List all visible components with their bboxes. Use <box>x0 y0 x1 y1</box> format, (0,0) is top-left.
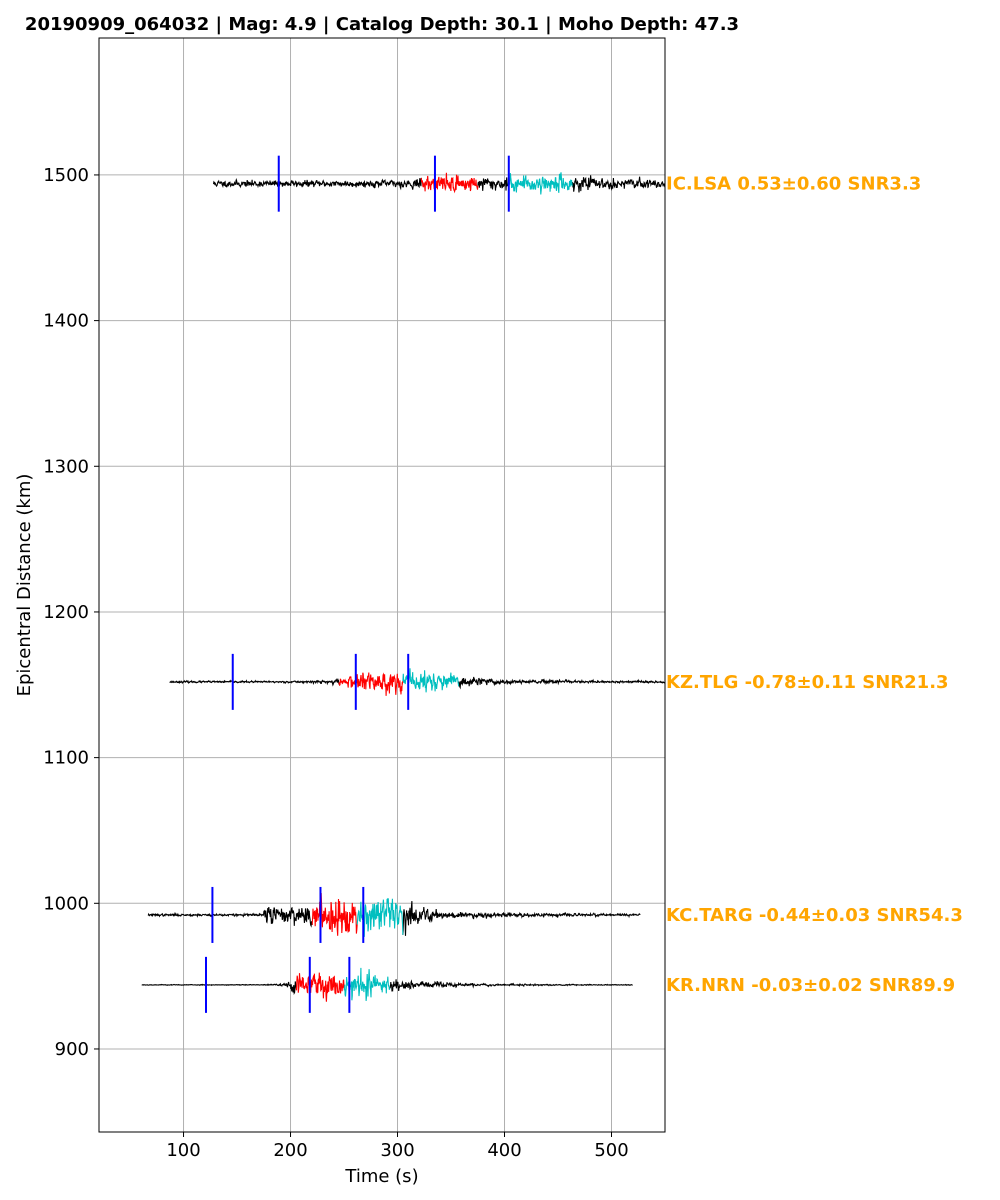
station-label: KZ.TLG -0.78±0.11 SNR21.3 <box>666 672 949 693</box>
y-tick-label: 1400 <box>43 311 89 332</box>
grid-lines <box>99 38 665 1132</box>
x-tick-label: 400 <box>487 1140 521 1161</box>
station-label: KR.NRN -0.03±0.02 SNR89.9 <box>666 975 955 996</box>
trace-kr-nrn-black <box>389 979 633 992</box>
y-axis-label: Epicentral Distance (km) <box>14 474 35 697</box>
trace-kc-targ-black <box>402 901 641 936</box>
station-label: KC.TARG -0.44±0.03 SNR54.3 <box>666 905 963 926</box>
y-tick-label: 900 <box>55 1039 89 1060</box>
waveform-traces <box>141 155 666 1013</box>
y-tick-label: 1500 <box>43 165 89 186</box>
y-tick-label: 1100 <box>43 748 89 769</box>
station-labels: IC.LSA 0.53±0.60 SNR3.3 KZ.TLG -0.78±0.11… <box>666 174 963 996</box>
trace-kc-targ-red <box>311 892 358 936</box>
y-tick-label: 1300 <box>43 456 89 477</box>
trace-ic-lsa-red <box>420 172 479 197</box>
trace-kr-nrn-red <box>295 972 345 1002</box>
chart-title: 20190909_064032 | Mag: 4.9 | Catalog Dep… <box>25 14 739 35</box>
x-axis-ticks: 100 200 300 400 500 <box>166 1132 629 1161</box>
x-axis-label: Time (s) <box>344 1166 418 1187</box>
trace-kr-nrn-black <box>141 981 297 996</box>
y-axis-ticks: 900 1000 1100 1200 1300 1400 1500 <box>43 165 99 1060</box>
station-label: IC.LSA 0.53±0.60 SNR3.3 <box>666 174 921 195</box>
trace-kz-tlg-cyan <box>402 668 460 693</box>
trace-ic-lsa-cyan <box>507 172 573 195</box>
y-tick-label: 1200 <box>43 602 89 623</box>
trace-ic-lsa-black <box>212 177 422 191</box>
trace-ic-lsa-black <box>571 175 666 193</box>
plot-frame <box>98 37 666 1133</box>
x-tick-label: 300 <box>380 1140 414 1161</box>
x-tick-label: 500 <box>594 1140 628 1161</box>
x-tick-label: 200 <box>273 1140 307 1161</box>
trace-ic-lsa-black <box>477 177 509 191</box>
trace-kr-nrn-cyan <box>343 967 391 1001</box>
trace-kz-tlg-red <box>338 672 404 696</box>
trace-kc-targ-black <box>147 906 313 928</box>
x-tick-label: 100 <box>166 1140 200 1161</box>
trace-kc-targ-cyan <box>356 897 404 937</box>
trace-kz-tlg-black <box>169 678 340 687</box>
trace-kz-tlg-black <box>458 676 666 690</box>
y-tick-label: 1000 <box>43 893 89 914</box>
